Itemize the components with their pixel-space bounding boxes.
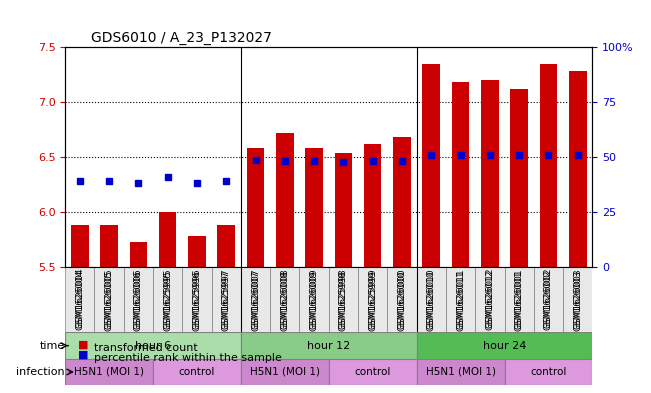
Text: transformed count: transformed count [94,343,198,353]
Bar [100,225,118,266]
Text: GSM1625999: GSM1625999 [368,270,377,331]
FancyBboxPatch shape [94,266,124,332]
Bar [159,212,176,266]
Text: GDS6010 / A_23_P132027: GDS6010 / A_23_P132027 [91,31,272,45]
FancyBboxPatch shape [241,266,270,332]
FancyBboxPatch shape [153,266,182,332]
Text: GSM1625997: GSM1625997 [222,270,230,331]
Text: GSM1625998: GSM1625998 [339,268,348,329]
Text: GSM1626001: GSM1626001 [515,270,523,331]
Text: GSM1625995: GSM1625995 [163,268,172,329]
Text: GSM1625997: GSM1625997 [222,268,230,329]
Text: hour 6: hour 6 [135,341,171,351]
FancyBboxPatch shape [387,266,417,332]
FancyBboxPatch shape [446,266,475,332]
Bar [510,89,528,266]
Text: GSM1626012: GSM1626012 [486,270,494,331]
Text: GSM1626006: GSM1626006 [134,268,143,329]
Text: H5N1 (MOI 1): H5N1 (MOI 1) [426,367,495,377]
Text: GSM1626004: GSM1626004 [76,270,84,331]
Text: GSM1626005: GSM1626005 [105,270,113,331]
Bar [505,359,592,385]
Text: time: time [40,341,65,351]
Text: GSM1626005: GSM1626005 [105,268,113,329]
FancyBboxPatch shape [417,266,446,332]
Bar [364,144,381,266]
FancyBboxPatch shape [124,266,153,332]
Bar [417,332,592,359]
Text: GSM1625996: GSM1625996 [193,270,201,331]
Text: GSM1625995: GSM1625995 [163,270,172,331]
Text: infection: infection [16,367,65,377]
Bar [130,242,147,266]
Text: ■: ■ [78,350,89,360]
Text: GSM1626007: GSM1626007 [251,270,260,331]
Text: GSM1626008: GSM1626008 [281,268,289,329]
FancyBboxPatch shape [270,266,299,332]
Bar [241,359,329,385]
Bar [417,359,505,385]
Text: GSM1626003: GSM1626003 [574,268,582,329]
Bar [452,82,469,266]
Bar [305,148,323,266]
Text: control: control [355,367,391,377]
Text: H5N1 (MOI 1): H5N1 (MOI 1) [250,367,320,377]
Text: GSM1626002: GSM1626002 [544,268,553,329]
FancyBboxPatch shape [329,266,358,332]
Text: control: control [531,367,566,377]
Bar [217,225,235,266]
Bar [540,64,557,266]
Text: GSM1626009: GSM1626009 [310,268,318,329]
Bar [569,71,587,266]
Text: GSM1626000: GSM1626000 [398,268,406,329]
FancyBboxPatch shape [534,266,563,332]
FancyBboxPatch shape [563,266,592,332]
FancyBboxPatch shape [212,266,241,332]
Text: GSM1626011: GSM1626011 [456,270,465,331]
Text: GSM1625996: GSM1625996 [193,268,201,329]
Text: GSM1626004: GSM1626004 [76,268,84,329]
Bar [65,359,153,385]
Bar [65,332,241,359]
FancyBboxPatch shape [505,266,534,332]
Bar [241,332,417,359]
Bar [481,80,499,266]
Bar [329,359,417,385]
Text: GSM1626003: GSM1626003 [574,270,582,331]
Bar [153,359,241,385]
Bar [71,225,89,266]
FancyBboxPatch shape [358,266,387,332]
Text: GSM1626011: GSM1626011 [456,268,465,329]
Text: GSM1626009: GSM1626009 [310,270,318,331]
Bar [422,64,440,266]
Text: GSM1626010: GSM1626010 [427,268,436,329]
Text: GSM1625998: GSM1625998 [339,270,348,331]
Bar [393,137,411,266]
FancyBboxPatch shape [299,266,329,332]
Text: GSM1626010: GSM1626010 [427,270,436,331]
Text: GSM1626001: GSM1626001 [515,268,523,329]
Text: GSM1626000: GSM1626000 [398,270,406,331]
Bar [247,148,264,266]
Bar [276,133,294,266]
FancyBboxPatch shape [475,266,505,332]
Text: GSM1626002: GSM1626002 [544,270,553,331]
Text: GSM1626007: GSM1626007 [251,268,260,329]
Text: GSM1626006: GSM1626006 [134,270,143,331]
Text: ■: ■ [78,340,89,350]
Text: GSM1625999: GSM1625999 [368,268,377,329]
FancyBboxPatch shape [65,266,94,332]
Text: H5N1 (MOI 1): H5N1 (MOI 1) [74,367,144,377]
Bar [335,152,352,266]
Text: hour 24: hour 24 [483,341,526,351]
FancyBboxPatch shape [182,266,212,332]
Text: control: control [179,367,215,377]
Bar [188,236,206,266]
Text: percentile rank within the sample: percentile rank within the sample [94,353,283,363]
Text: GSM1626008: GSM1626008 [281,270,289,331]
Text: hour 12: hour 12 [307,341,350,351]
Text: GSM1626012: GSM1626012 [486,268,494,329]
